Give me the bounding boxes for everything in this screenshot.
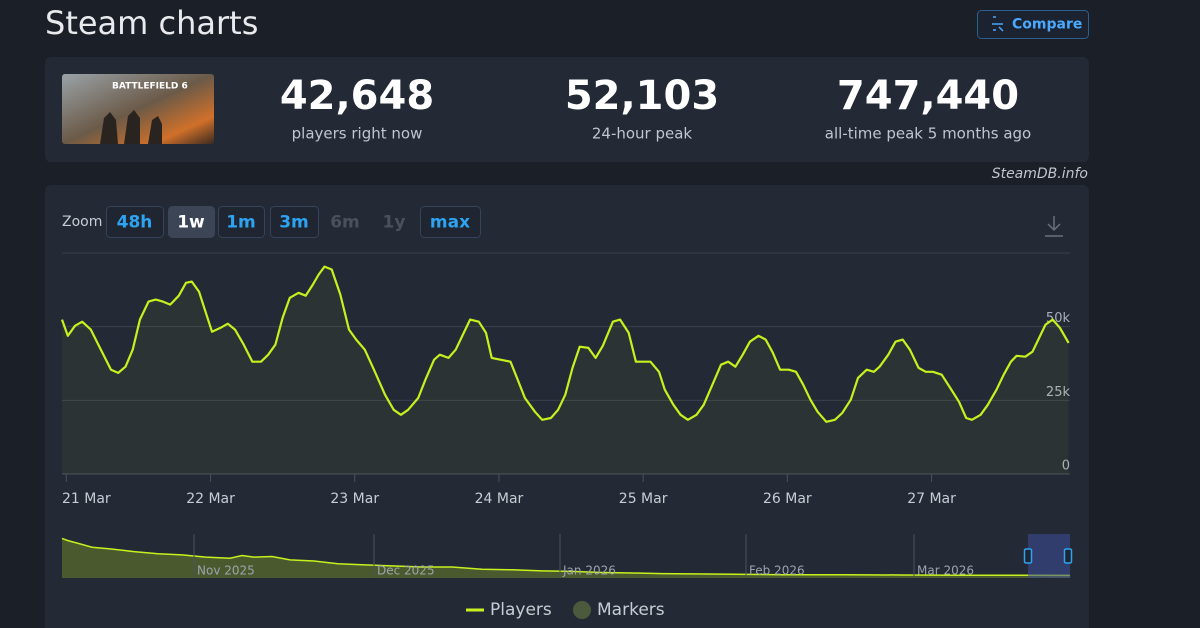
thumbnail-image <box>62 74 214 144</box>
y-tick-label: 0 <box>1062 459 1070 474</box>
stat-label: all-time peak 5 months ago <box>825 125 1031 143</box>
zoom-button-label[interactable]: 48h <box>117 213 153 233</box>
zoom-button-frame[interactable] <box>270 206 319 238</box>
zoom-button-frame[interactable] <box>106 206 164 238</box>
stat-label: 24-hour peak <box>592 125 693 143</box>
line <box>60 265 1070 423</box>
navigator-tick-label: Mar 2026 <box>917 564 974 578</box>
compare-label[interactable]: Compare <box>1012 17 1082 33</box>
area-fill <box>62 266 1069 474</box>
zoom-button-label[interactable]: max <box>430 213 470 233</box>
compare-button[interactable]: Compare <box>977 10 1089 39</box>
legend: Players Markers <box>466 600 665 620</box>
legend-label: Markers <box>597 600 665 620</box>
navigator: Nov 2025 Dec 2025 Jan 2026 Feb 2026 Mar 2026 <box>61 534 1073 578</box>
stats: 42,648 players right now 52,103 24-hour pea… <box>280 73 1031 143</box>
zoom-button-label[interactable]: 1m <box>226 213 256 233</box>
x-tick-label: 21 Mar <box>62 491 111 507</box>
x-tick-label: 24 Mar <box>475 491 524 507</box>
thumbnail-figures <box>100 110 162 144</box>
zoom-button-label[interactable]: 1w <box>177 213 205 233</box>
compare-button-frame[interactable] <box>977 10 1089 39</box>
zoom-button[interactable]: 48h <box>106 206 164 238</box>
navigator-tick-label: Jan 2026 <box>562 564 616 578</box>
x-tick-label: 22 Mar <box>186 491 235 507</box>
navigator-area <box>62 538 1070 578</box>
legend-swatch <box>573 601 591 619</box>
y-tick-label: 25k <box>1046 385 1071 400</box>
stats-panel <box>45 57 1089 162</box>
zoom-button: 6m <box>330 213 360 233</box>
zoom-label: Zoom <box>62 214 102 230</box>
navigator-line <box>61 537 1071 577</box>
compare-icon <box>992 16 1004 32</box>
navigator-tick-label: Nov 2025 <box>197 564 255 578</box>
stat-value: 52,103 <box>565 73 719 119</box>
source-credit: SteamDB.info <box>992 166 1088 182</box>
zoom-button-label: 6m <box>330 213 360 233</box>
x-tick-label: 27 Mar <box>907 491 956 507</box>
navigator-selection[interactable] <box>1028 534 1070 578</box>
zoom-button[interactable]: max <box>420 206 481 238</box>
y-tick-label: 50k <box>1046 311 1071 326</box>
download-icon[interactable] <box>1045 216 1063 237</box>
zoom-button-frame[interactable] <box>168 206 215 238</box>
zoom-button-label: 1y <box>383 213 406 233</box>
navigator-tick-label: Feb 2026 <box>749 564 805 578</box>
legend-label: Players <box>490 600 552 620</box>
zoom-button[interactable]: 3m <box>270 206 319 238</box>
navigator-handle[interactable] <box>1063 548 1073 564</box>
thumbnail-text: BATTLEFIELD 6 <box>112 82 188 92</box>
game-thumbnail: BATTLEFIELD 6 <box>62 74 214 144</box>
zoom-button-frame[interactable] <box>420 206 481 238</box>
stat-value: 42,648 <box>280 73 434 119</box>
zoom-button-frame[interactable] <box>218 206 265 238</box>
page-title: Steam charts <box>45 4 258 42</box>
x-tick-label: 25 Mar <box>619 491 668 507</box>
navigator-tick-label: Dec 2025 <box>377 564 435 578</box>
main-chart: 0 25k 50k 21 Mar 22 Mar 23 Mar 24 Mar 25 Mar 26 … <box>60 252 1071 507</box>
zoom-button: 1y <box>383 213 406 233</box>
navigator-handle[interactable] <box>1023 548 1033 564</box>
zoom-buttons: 48h 1w 1m 3m 6m 1y max <box>106 206 481 238</box>
x-tick-label: 23 Mar <box>330 491 379 507</box>
zoom-button[interactable]: 1w <box>168 206 215 238</box>
zoom-button-label[interactable]: 3m <box>279 213 309 233</box>
zoom-button[interactable]: 1m <box>218 206 265 238</box>
x-tick-label: 26 Mar <box>763 491 812 507</box>
stat-value: 747,440 <box>837 73 1019 119</box>
stat-label: players right now <box>292 125 423 143</box>
